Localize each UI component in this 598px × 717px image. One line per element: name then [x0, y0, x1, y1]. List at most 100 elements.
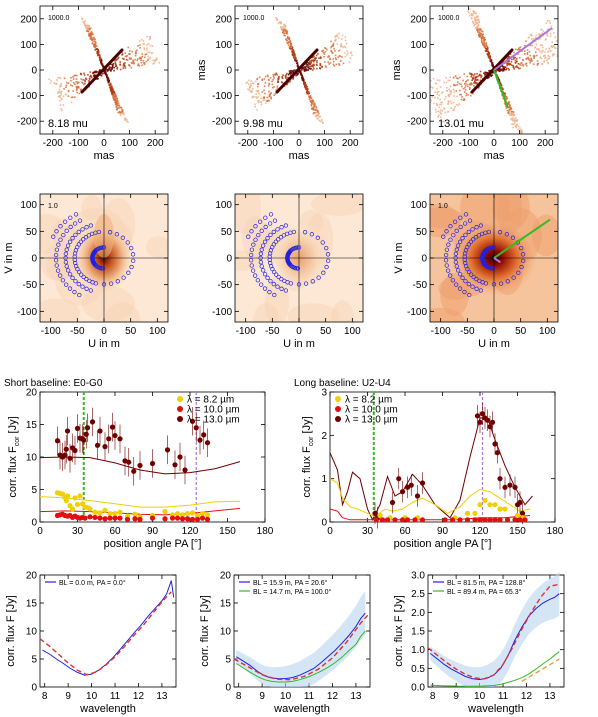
data-point: [87, 514, 93, 520]
uv-point: [64, 282, 69, 287]
flux-pixel: [486, 71, 489, 74]
flux-pixel: [265, 102, 267, 104]
uv-point: [274, 272, 279, 277]
x-tick-label: -100: [263, 138, 283, 149]
flux-pixel: [462, 99, 465, 101]
flux-pixel: [146, 35, 148, 38]
uv-point: [296, 245, 302, 250]
uv-point: [263, 215, 268, 220]
flux-pixel: [83, 23, 86, 26]
flux-pixel: [512, 119, 514, 122]
uv-point: [72, 251, 78, 256]
uv-blotch: [430, 204, 461, 238]
baseline-line-purple: [493, 257, 501, 264]
uv-point: [452, 219, 458, 224]
flux-pixel: [144, 53, 146, 56]
data-point: [442, 517, 448, 523]
flux-pixel: [307, 90, 310, 93]
flux-pixel: [312, 56, 314, 58]
flux-pixel: [520, 62, 523, 65]
flux-pixel: [289, 40, 292, 42]
flux-pixel: [470, 17, 473, 19]
uv-blotch: [331, 300, 355, 322]
flux-pixel: [479, 29, 482, 32]
flux-pixel: [80, 72, 82, 75]
flux-pixel: [72, 81, 75, 84]
flux-pixel: [507, 102, 509, 105]
x-tick-label: 120: [182, 526, 199, 537]
uv-point: [268, 278, 273, 284]
flux-pixel: [294, 69, 296, 71]
flux-pixel: [305, 68, 307, 71]
flux-pixel: [514, 121, 516, 124]
y-tick-label: 5: [31, 485, 37, 496]
flux-pixel: [324, 61, 326, 63]
uv-point: [129, 264, 134, 270]
uv-point: [73, 232, 78, 238]
uv-point: [451, 232, 456, 238]
flux-pixel: [252, 82, 255, 85]
flux-pixel: [439, 111, 441, 113]
y-tick-label: -50: [218, 280, 233, 291]
flux-pixel: [67, 82, 70, 84]
flux-pixel: [465, 94, 468, 97]
spectrum-line: [236, 630, 366, 683]
flux-pixel: [474, 82, 477, 84]
data-point: [87, 506, 93, 512]
flux-pixel: [434, 82, 437, 85]
flux-pixel: [502, 66, 504, 68]
flux-pixel: [117, 57, 119, 59]
flux-pixel: [474, 78, 477, 81]
flux-pixel: [76, 74, 78, 77]
uv-point: [510, 235, 516, 240]
flux-pixel: [256, 78, 258, 81]
uv-point: [302, 230, 308, 235]
flux-pixel: [155, 57, 158, 59]
flux-pixel: [100, 63, 103, 65]
x-tick-label: -100: [68, 138, 88, 149]
flux-pixel: [522, 134, 524, 136]
uv-point: [79, 272, 84, 277]
flux-pixel: [544, 57, 546, 60]
data-point: [107, 510, 113, 517]
flux-pixel: [116, 97, 119, 100]
flux-pixel: [486, 47, 489, 49]
uv-point: [315, 235, 321, 240]
flux-pixel: [97, 48, 100, 51]
flux-pixel: [268, 95, 271, 98]
flux-pixel: [75, 86, 78, 88]
flux-pixel: [281, 28, 283, 31]
flux-pixel: [260, 97, 262, 100]
flux-pixel: [105, 73, 108, 76]
flux-pixel: [480, 32, 483, 35]
flux-pixel: [93, 40, 96, 43]
flux-pixel: [517, 62, 520, 65]
flux-pixel: [430, 79, 432, 82]
uv-point: [275, 284, 280, 289]
flux-pixel: [272, 73, 275, 76]
flux-pixel: [74, 74, 77, 77]
flux-pixel: [464, 86, 466, 89]
flux-pixel: [523, 50, 526, 52]
flux-pixel: [88, 25, 90, 27]
x-tick-label: 0: [296, 326, 302, 337]
flux-pixel: [322, 51, 325, 54]
flux-pixel: [526, 52, 529, 54]
x-tick-label: 0: [101, 138, 107, 149]
flux-pixel: [112, 95, 115, 97]
data-point: [404, 517, 411, 523]
flux-pixel: [77, 81, 79, 83]
y-tick-label: 100: [410, 200, 427, 211]
y-tick-label: 0: [226, 254, 232, 265]
flux-pixel: [534, 51, 537, 53]
flux-pixel: [533, 57, 535, 60]
flux-pixel: [319, 64, 322, 66]
flux-pixel: [311, 100, 314, 103]
flux-pixel: [469, 8, 471, 10]
flux-pixel: [529, 61, 531, 64]
flux-pixel: [304, 86, 306, 88]
flux-pixel: [92, 36, 94, 39]
flux-pixel: [276, 81, 279, 84]
flux-pixel: [298, 71, 300, 73]
uv-point: [491, 245, 497, 250]
